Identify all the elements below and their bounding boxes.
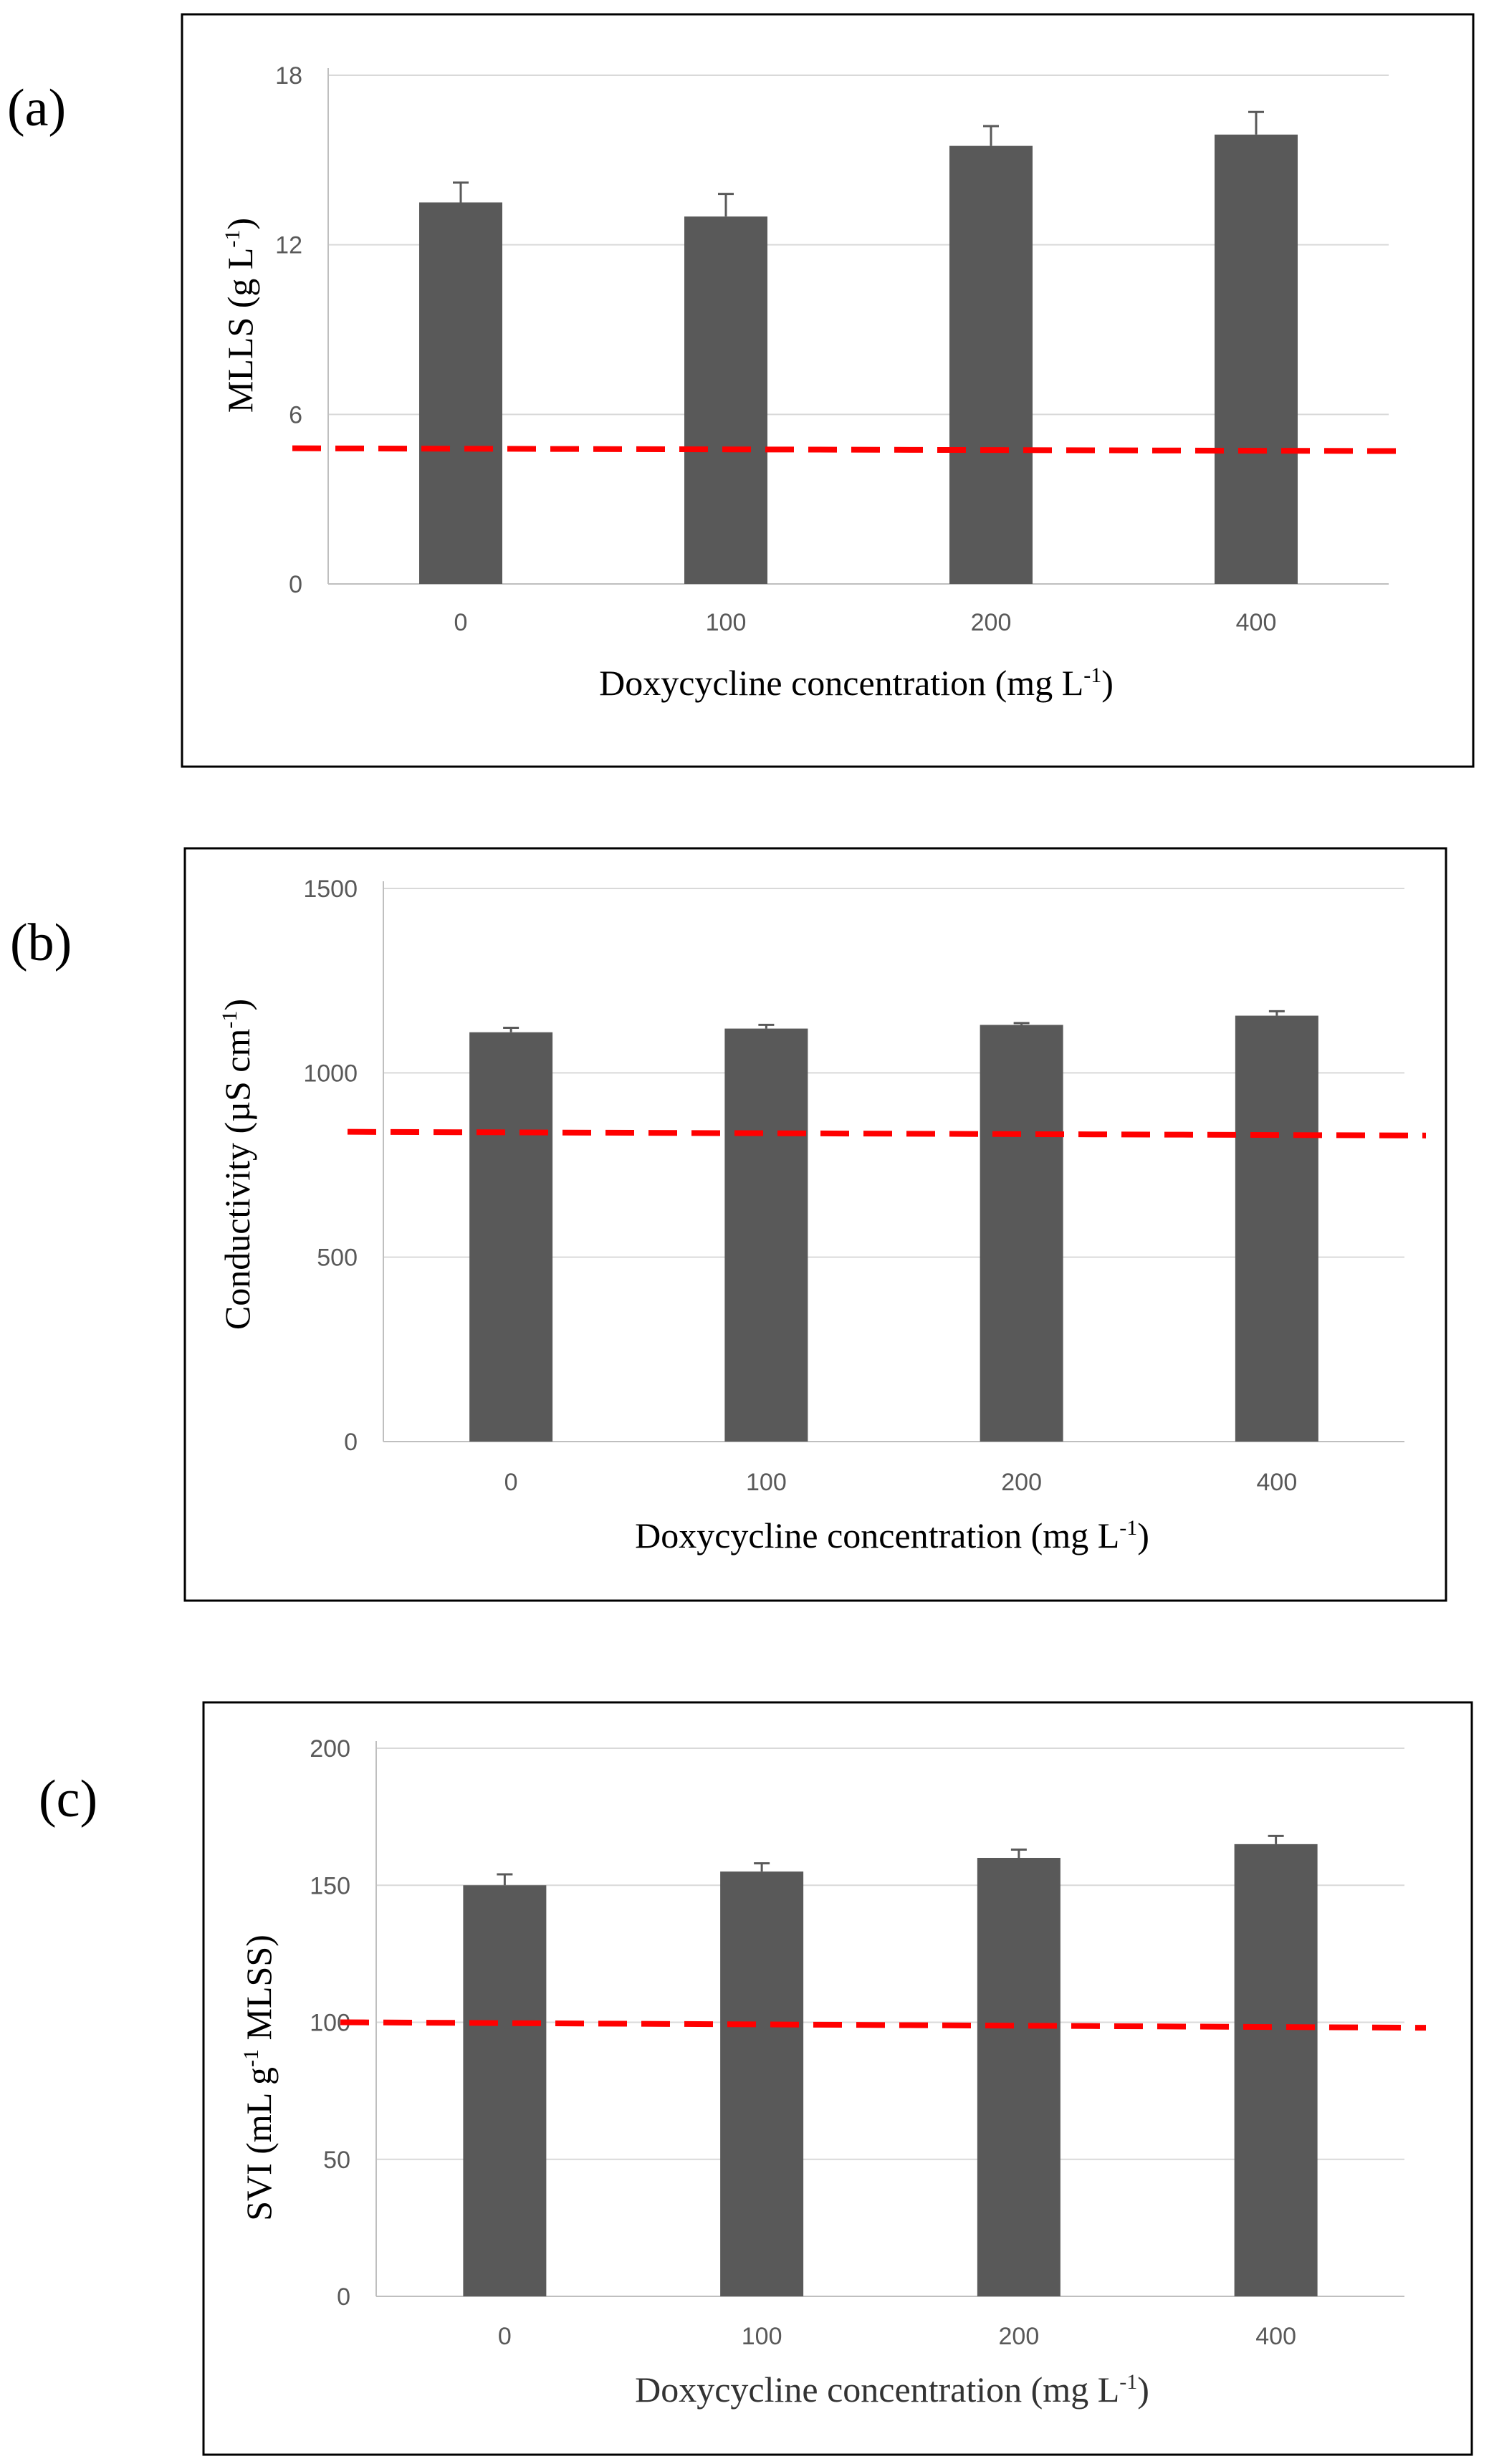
panel-a-y-axis-title: MLLS (g L-1)	[220, 218, 260, 413]
panel-a-y-axis-title-main: MLLS (g L	[220, 248, 260, 413]
panel-c-reference-line	[340, 2019, 1427, 2031]
panel-a-bar	[1215, 134, 1298, 585]
panel-c-y-axis-title-sup: -1	[239, 2049, 263, 2067]
panel-b-x-tick-label: 200	[1001, 1469, 1042, 1496]
panel-b-y-axis-title: Conductivity (µS cm-1)	[217, 999, 257, 1330]
panel-b: (b) 0 500 1000 1500 0 100 200 400 Conductivity …	[10, 847, 1447, 1602]
panel-a-bar	[949, 145, 1033, 585]
panel-c-y-tick-label: 50	[323, 2147, 350, 2174]
panel-c-x-axis-title-sup: -1	[1119, 2370, 1137, 2394]
panel-c-x-axis-title-tail: )	[1137, 2369, 1149, 2410]
panel-c-frame	[202, 1701, 1473, 2456]
panel-b-y-axis-title-main: Conductivity (µS cm	[217, 1028, 257, 1330]
panel-c-x-tick-label: 0	[498, 2323, 512, 2350]
panel-c-y-axis-title: SVI (mL g-1 MLSS)	[239, 1935, 279, 2221]
panel-a-x-tick-label: 100	[706, 609, 747, 636]
panel-b-y-tick-label: 500	[317, 1245, 358, 1272]
panel-b-x-tick-label: 100	[746, 1469, 787, 1496]
panel-c-bar	[720, 1871, 804, 2296]
panel-b-y-tick-label: 0	[344, 1429, 358, 1456]
panel-a-y-axis-title-sup: -1	[221, 230, 244, 248]
panel-a-label: (a)	[7, 79, 66, 138]
panel-b-plot: 0 500 1000 1500 0 100 200 400	[303, 876, 1427, 1496]
panel-b-bar	[724, 1028, 808, 1442]
panel-b-bar	[1235, 1015, 1318, 1442]
panel-b-y-axis-title-tail: )	[217, 999, 257, 1011]
panel-b-bar	[980, 1025, 1063, 1442]
panel-a-reference-line	[292, 445, 1411, 454]
panel-a-x-axis-title-tail: )	[1101, 663, 1114, 703]
panel-c-x-tick-label: 100	[742, 2323, 782, 2350]
panel-c-x-tick-label: 200	[999, 2323, 1040, 2350]
panel-a-y-tick-label: 6	[289, 401, 302, 428]
panel-b-y-axis-title-sup: -1	[218, 1011, 241, 1029]
panel-a-x-axis-title: Doxycycline concentration (mg L-1)	[599, 663, 1114, 703]
panel-a-y-tick-label: 18	[275, 62, 302, 90]
panel-c-bar	[977, 1858, 1061, 2296]
panel-b-reference-line	[347, 1128, 1427, 1138]
panel-b-label: (b)	[10, 914, 72, 972]
panel-a-plot: 0 6 12 18 0 100 200 400	[275, 62, 1411, 636]
panel-b-x-tick-label: 400	[1257, 1469, 1298, 1496]
panel-b-frame	[183, 847, 1447, 1602]
panel-b-x-axis-title-tail: )	[1137, 1515, 1149, 1555]
panel-b-y-tick-label: 1500	[303, 876, 358, 903]
panel-b-bar	[469, 1032, 553, 1442]
panel-a-y-tick-label: 0	[289, 571, 302, 598]
panel-a-x-tick-label: 0	[454, 609, 468, 636]
panel-a-frame	[181, 13, 1475, 768]
panel-c-y-tick-label: 200	[310, 1735, 350, 1763]
panel-c-y-axis-title-main: SVI (mL g	[239, 2067, 279, 2221]
panel-a-bar	[419, 202, 502, 584]
panel-c-x-tick-label: 400	[1255, 2323, 1296, 2350]
panel-a-x-tick-label: 400	[1236, 609, 1277, 636]
panel-b-y-tick-label: 1000	[303, 1060, 358, 1087]
panel-b-x-axis-title-sup: -1	[1119, 1516, 1137, 1540]
panel-c-bar	[1234, 1844, 1318, 2296]
panel-a-bar	[684, 216, 767, 584]
panel-b-x-axis-title-main: Doxycycline concentration (mg L	[635, 1515, 1119, 1555]
panel-c-y-tick-label: 150	[310, 1872, 350, 1899]
panel-c-y-tick-label: 0	[337, 2283, 350, 2311]
panel-b-x-tick-label: 0	[504, 1469, 518, 1496]
panel-a-y-tick-label: 12	[275, 232, 302, 259]
panel-a-x-axis-title-sup: -1	[1083, 663, 1101, 687]
panel-c-y-axis-title-tail: MLSS)	[239, 1935, 279, 2049]
panel-b-x-axis-title: Doxycycline concentration (mg L-1)	[635, 1515, 1149, 1555]
panel-a-x-axis-title-main: Doxycycline concentration (mg L	[599, 663, 1083, 703]
panel-c-label: (c)	[39, 1770, 97, 1828]
panel-c-x-axis-title: Doxycycline concentration (mg L-1)	[635, 2369, 1149, 2410]
panel-a-x-tick-label: 200	[971, 609, 1012, 636]
panel-a-y-axis-title-tail: )	[220, 218, 260, 230]
panel-c-bar	[463, 1885, 547, 2296]
panel-c-x-axis-title-main: Doxycycline concentration (mg L	[635, 2369, 1119, 2410]
